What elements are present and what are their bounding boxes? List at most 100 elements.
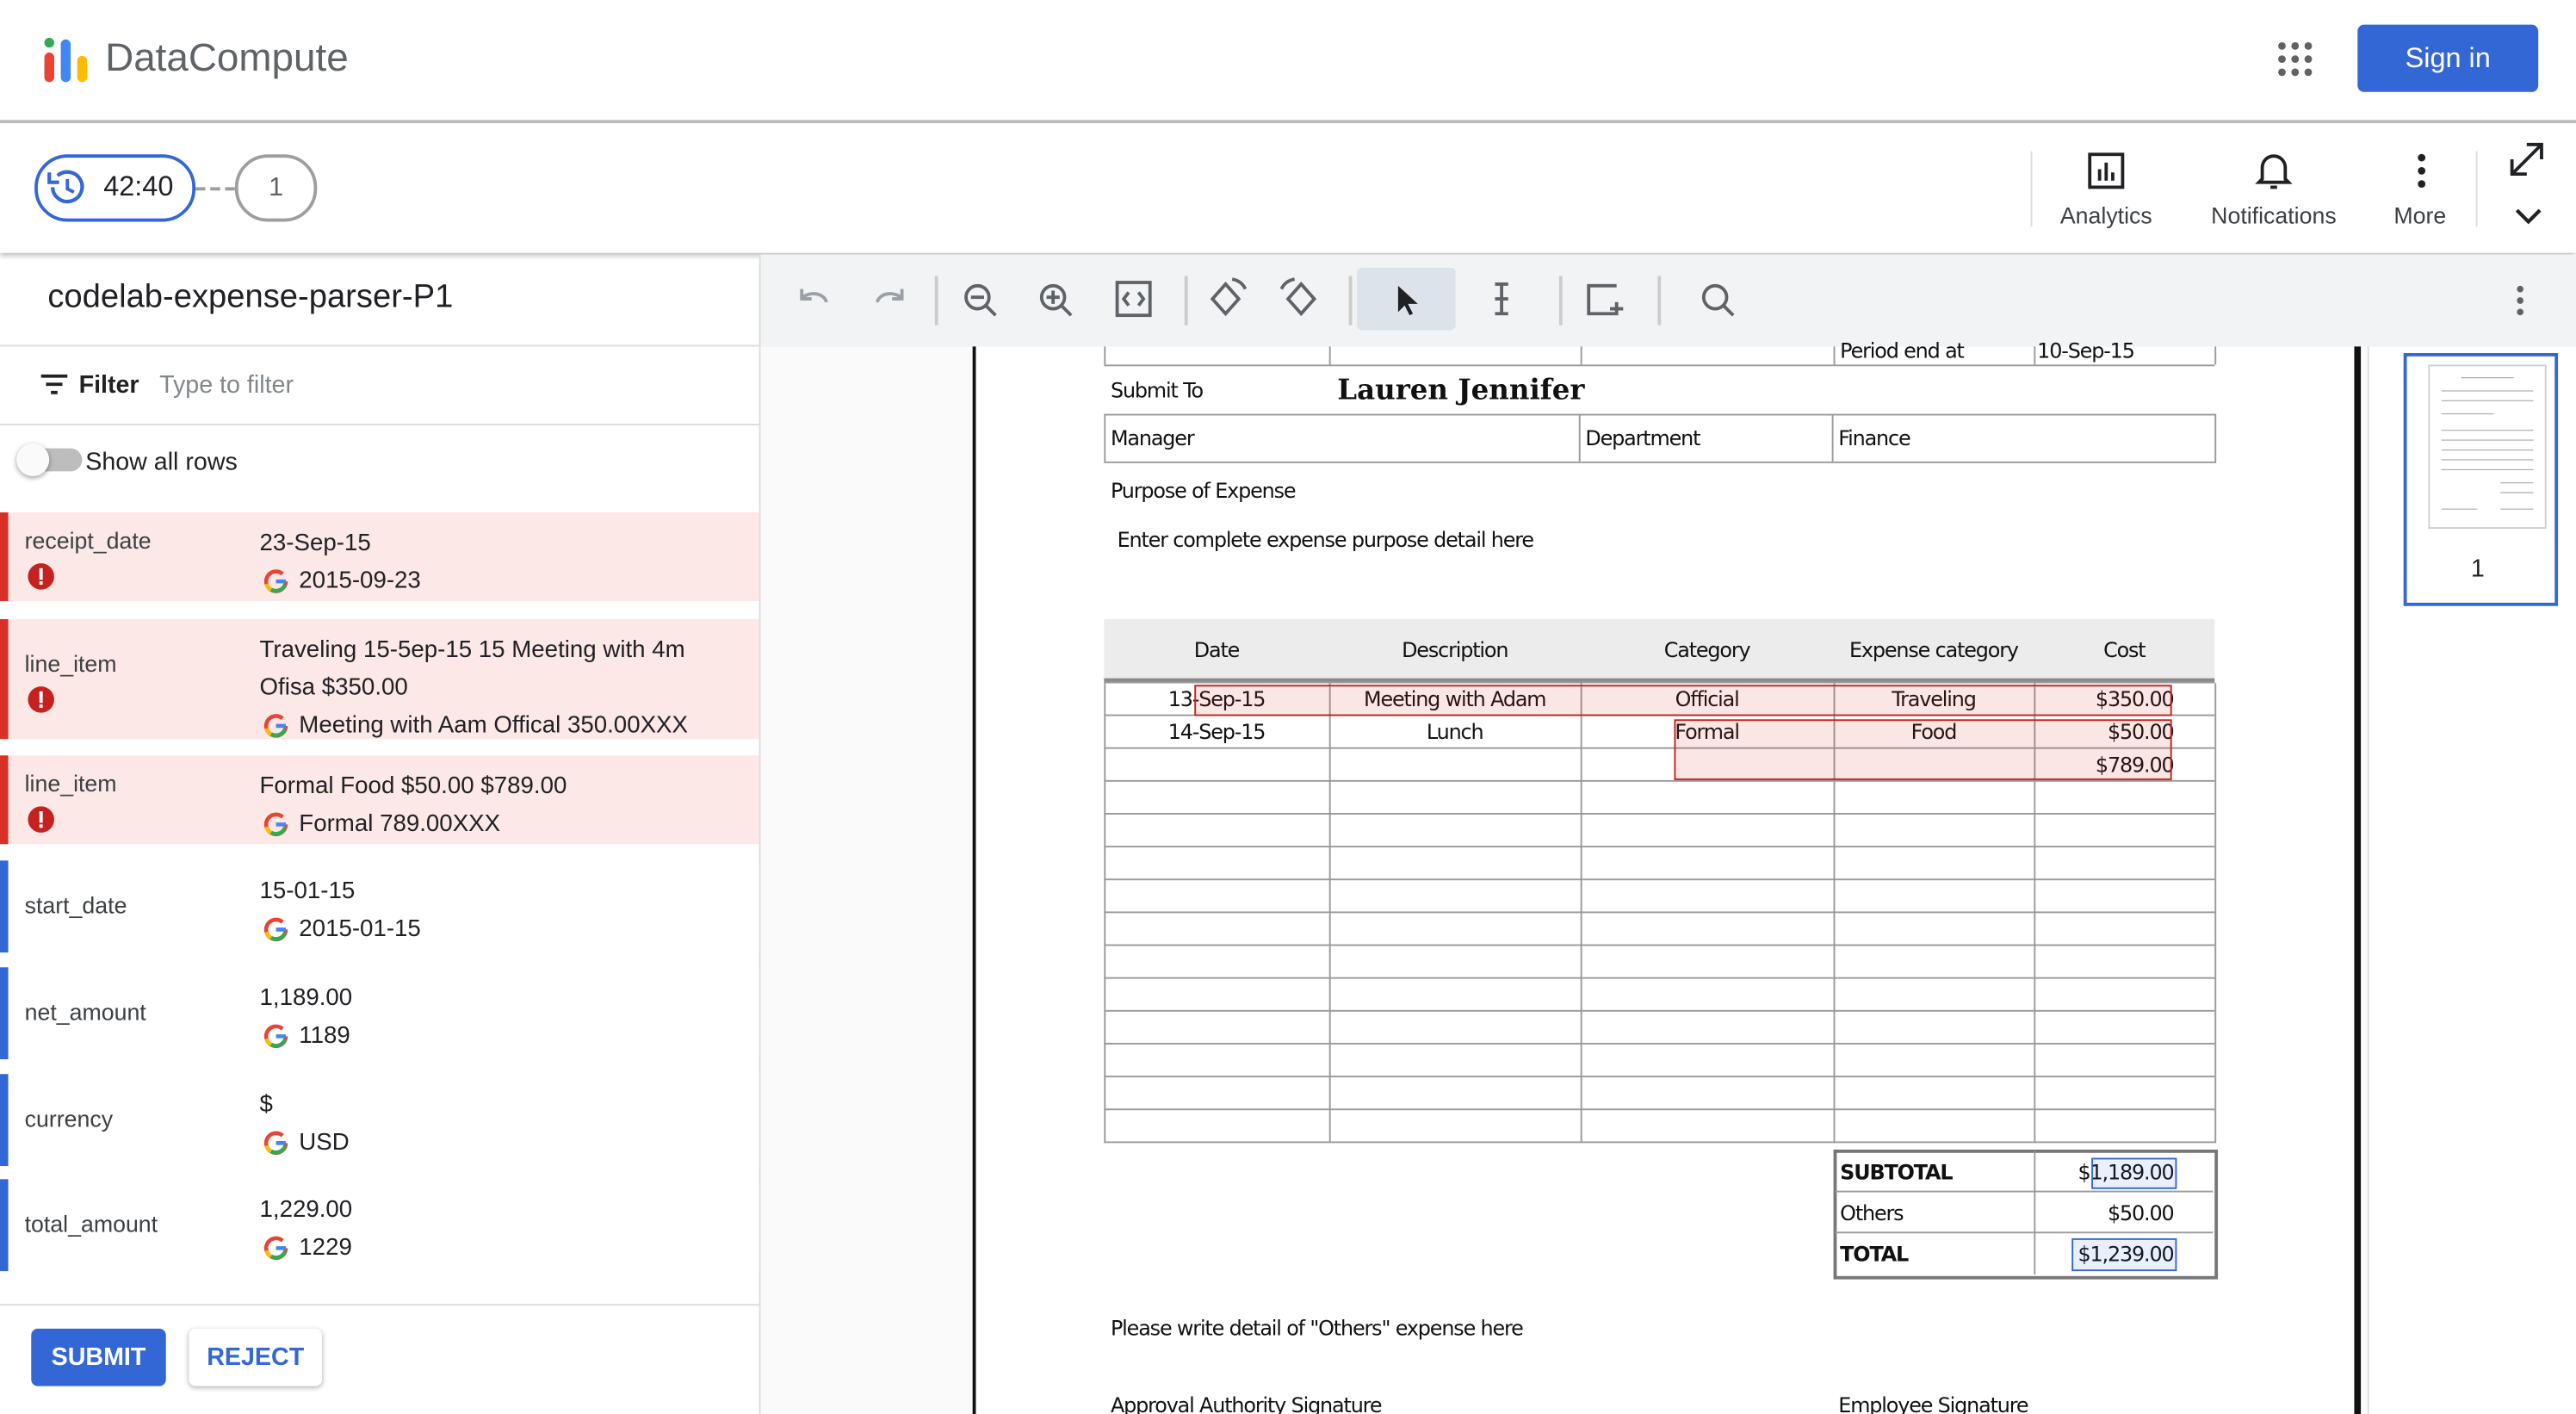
action-label[interactable]: Analytics [2059, 202, 2152, 229]
connector [195, 187, 235, 191]
toolbar-icons[interactable] [772, 263, 2563, 338]
doc-value: Finance [1838, 425, 1910, 450]
rule [1104, 683, 1106, 1144]
field-marker [0, 860, 9, 953]
field-row[interactable] [0, 1074, 759, 1167]
divider [2030, 151, 2033, 227]
field-text: Traveling 15-5ep-15 15 Meeting with 4m O… [259, 636, 685, 702]
filter-input[interactable]: Type to filter [159, 371, 294, 400]
rule [1104, 977, 2215, 979]
rule [1578, 415, 1581, 462]
field-name: total_amount [24, 1210, 158, 1237]
cell: Traveling [1892, 686, 1977, 711]
rule [1833, 683, 1836, 1144]
doc-text: Enter complete expense purpose detail he… [1117, 527, 1535, 552]
field-normalized: USD [299, 1130, 350, 1157]
column-header: Description [1402, 636, 1508, 662]
rule [1104, 878, 2215, 881]
timer-pill[interactable] [34, 154, 196, 222]
doc-label: Employee Signature [1838, 1392, 2028, 1414]
field-row[interactable] [0, 1179, 759, 1272]
top-bar [0, 0, 2576, 124]
field-name: receipt_date [24, 527, 152, 554]
highlight [2091, 1157, 2177, 1189]
toggle-thumb[interactable] [16, 443, 50, 477]
doc-text: Please write detail of "Others" expense … [1110, 1315, 1524, 1341]
field-row[interactable] [0, 755, 759, 845]
google-icon [263, 713, 289, 747]
table-header [1104, 618, 2215, 684]
notifications-icon [2255, 154, 2293, 189]
error-icon [27, 804, 56, 842]
divider [2475, 151, 2478, 227]
doc-label: Submit To [1110, 377, 1204, 403]
action-label[interactable]: More [2393, 202, 2447, 229]
field-row[interactable] [0, 967, 759, 1060]
highlight [1674, 719, 2172, 780]
rule [2034, 1150, 2036, 1274]
total-label: SUBTOTAL [1840, 1159, 1953, 1185]
action-label[interactable]: Notifications [2211, 202, 2337, 229]
doc-label: Purpose of Expense [1110, 477, 1297, 503]
rule [1831, 415, 1834, 462]
step[interactable]: 1 [234, 154, 318, 222]
field-normalized: 2015-01-15 [299, 916, 421, 943]
rule [2214, 346, 2217, 365]
cell: $350.00 [2095, 686, 2175, 711]
apps-icon[interactable] [2277, 41, 2313, 78]
field-normalized: 1229 [299, 1235, 352, 1262]
cell: $50.00 [2107, 719, 2175, 744]
field-normalized: 2015-09-23 [299, 567, 421, 595]
field-row[interactable] [0, 618, 759, 740]
field-text: Formal Food $50.00 $789.00 [259, 773, 567, 800]
rule [1104, 1108, 2215, 1111]
doc-box [1104, 413, 2217, 463]
rule [2034, 683, 2036, 1144]
doc-label: Manager [1110, 425, 1195, 450]
rule [1580, 346, 1582, 365]
rule [1104, 813, 2215, 815]
more-icon [2418, 153, 2426, 188]
field-marker [0, 1179, 9, 1272]
sign-in-button[interactable]: Sign in [2357, 24, 2539, 92]
cell: 13-Sep-15 [1167, 686, 1266, 711]
filter-icon [40, 374, 68, 394]
expand-icon[interactable] [2507, 140, 2550, 238]
total-label: TOTAL [1840, 1241, 1909, 1267]
divider [0, 424, 759, 425]
google-icon [263, 811, 289, 846]
total-value: $50.00 [2107, 1200, 2175, 1225]
cell: Food [1910, 719, 1958, 744]
submit-button[interactable]: SUBMIT [31, 1328, 166, 1386]
google-icon [263, 568, 289, 603]
panel-divider [759, 254, 761, 1414]
rule [1104, 346, 1106, 365]
column-header: Category [1663, 636, 1751, 662]
error-icon [27, 684, 56, 722]
doc-label: Department [1585, 425, 1700, 450]
logo [44, 37, 88, 83]
cell: $789.00 [2095, 752, 2175, 778]
thumbnail[interactable] [2403, 353, 2559, 606]
field-row[interactable] [0, 860, 759, 953]
reject-button[interactable]: REJECT [189, 1328, 323, 1386]
field-marker [0, 512, 9, 601]
google-icon [263, 1235, 289, 1269]
rule [1104, 846, 2215, 848]
field-name: currency [24, 1105, 114, 1132]
highlight [1194, 685, 2172, 716]
doc-label: Period end at [1840, 338, 1965, 363]
field-row[interactable] [0, 512, 759, 601]
rule [1104, 779, 2215, 782]
total-value: $1,189.00 [2078, 1159, 2174, 1185]
doc-value: Lauren Jennifer [1337, 374, 1585, 407]
cell: Official [1675, 686, 1740, 711]
highlight [2071, 1237, 2177, 1272]
field-marker [0, 618, 9, 740]
rule [1835, 1231, 2214, 1234]
rule [1104, 1009, 2215, 1012]
rule [1104, 911, 2215, 914]
session-bar [0, 123, 2576, 253]
filter-label[interactable]: Filter [78, 371, 139, 400]
